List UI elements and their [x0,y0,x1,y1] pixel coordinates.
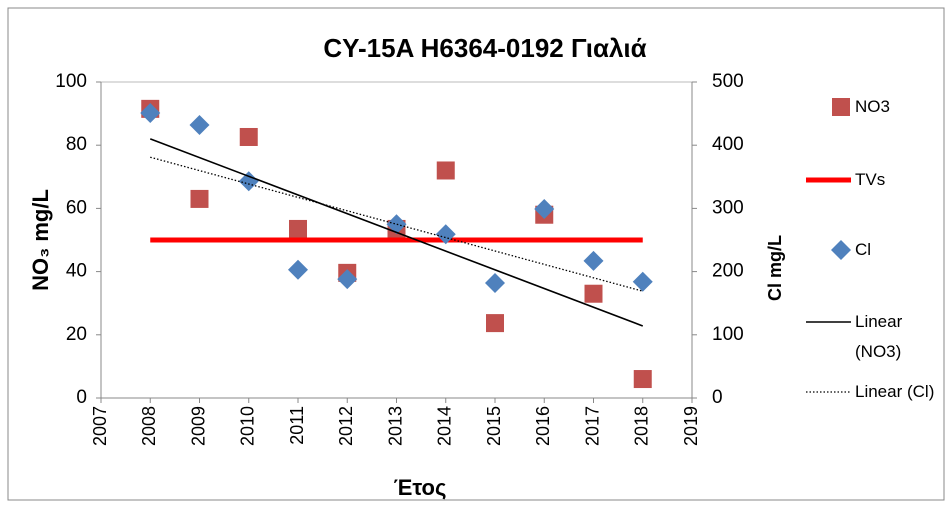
series-line [150,156,643,292]
y-axis-label: NO₃ mg/L [28,189,53,291]
marker-diamond [238,171,259,192]
marker-square [633,370,652,389]
y-tick-label: 80 [66,134,87,155]
legend-label: Linear (Cl) [855,382,935,401]
y2-tick-label: 200 [712,261,744,282]
marker-square [584,284,603,303]
x-tick-label: 2012 [336,406,356,446]
x-tick-label: 2015 [484,406,504,446]
marker-square [436,161,455,180]
x-tick-label: 2016 [533,406,553,446]
x-tick-label: 2007 [90,406,110,446]
marker-diamond [386,214,407,235]
series-line [149,138,644,327]
x-tick-label: 2019 [681,406,701,446]
marker-square [486,314,504,333]
y2-tick-label: 400 [712,134,744,155]
y2-tick-label: 500 [712,71,744,92]
x-tick-label: 2014 [435,406,455,446]
x-tick-label: 2017 [582,406,602,446]
x-tick-label: 2011 [287,406,307,445]
y2-tick-label: 0 [712,387,723,408]
chart-border [7,7,945,501]
marker-square [190,189,209,208]
x-tick-label: 2009 [188,406,208,446]
y-tick-label: 40 [66,261,87,282]
y2-tick-label: 300 [712,197,744,218]
chart-title: CY-15A H6364-0192 Γιαλιά [323,33,646,63]
x-axis-label: Έτος [394,475,447,500]
legend-label: TVs [855,170,886,189]
marker-diamond [632,271,653,292]
y-tick-label: 100 [55,71,87,92]
marker-diamond [337,269,358,290]
y-tick-label: 0 [76,387,87,408]
marker-diamond [189,114,210,135]
marker-diamond [485,272,505,293]
legend-label: Linear (NO3) [855,312,903,361]
y-tick-label: 20 [66,324,87,345]
marker-square [289,219,307,238]
legend-label: NO3 [855,97,890,116]
y2-axis-label: Cl mg/L [765,235,785,301]
marker-square [239,127,258,146]
y2-tick-label: 100 [712,324,744,345]
x-tick-label: 2018 [632,406,652,446]
marker-diamond [534,199,555,220]
x-tick-label: 2013 [385,406,405,446]
marker-square [832,98,850,116]
marker-diamond [583,250,604,271]
marker-diamond [140,102,161,123]
x-tick-label: 2008 [139,406,159,446]
x-tick-label: 2010 [238,406,258,446]
marker-diamond [288,259,308,280]
marker-diamond [831,240,851,260]
y-tick-label: 60 [66,197,87,218]
legend-label: Cl [855,240,872,259]
